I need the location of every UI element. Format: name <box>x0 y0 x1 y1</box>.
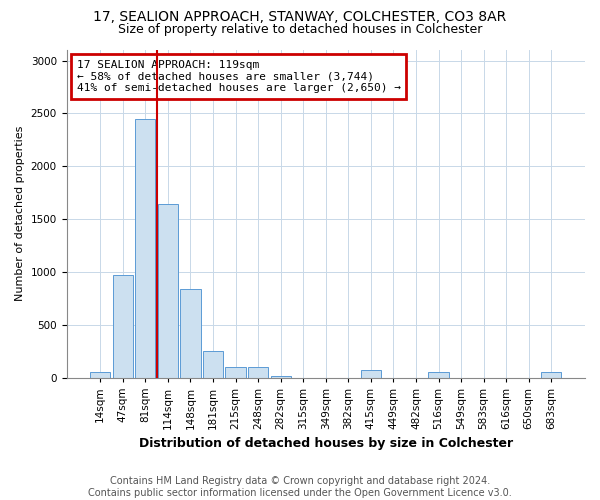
Bar <box>181 289 200 378</box>
Bar <box>271 376 291 378</box>
Text: 17, SEALION APPROACH, STANWAY, COLCHESTER, CO3 8AR: 17, SEALION APPROACH, STANWAY, COLCHESTE… <box>94 10 506 24</box>
Bar <box>541 372 562 378</box>
Text: 17 SEALION APPROACH: 119sqm
← 58% of detached houses are smaller (3,744)
41% of : 17 SEALION APPROACH: 119sqm ← 58% of det… <box>77 60 401 93</box>
Bar <box>226 367 246 378</box>
Bar <box>90 372 110 378</box>
Bar <box>113 274 133 378</box>
Bar <box>248 367 268 378</box>
Bar <box>203 351 223 378</box>
Y-axis label: Number of detached properties: Number of detached properties <box>15 126 25 302</box>
X-axis label: Distribution of detached houses by size in Colchester: Distribution of detached houses by size … <box>139 437 513 450</box>
Bar <box>158 204 178 378</box>
Text: Size of property relative to detached houses in Colchester: Size of property relative to detached ho… <box>118 22 482 36</box>
Bar <box>135 118 155 378</box>
Bar <box>361 370 381 378</box>
Text: Contains HM Land Registry data © Crown copyright and database right 2024.
Contai: Contains HM Land Registry data © Crown c… <box>88 476 512 498</box>
Bar <box>428 372 449 378</box>
